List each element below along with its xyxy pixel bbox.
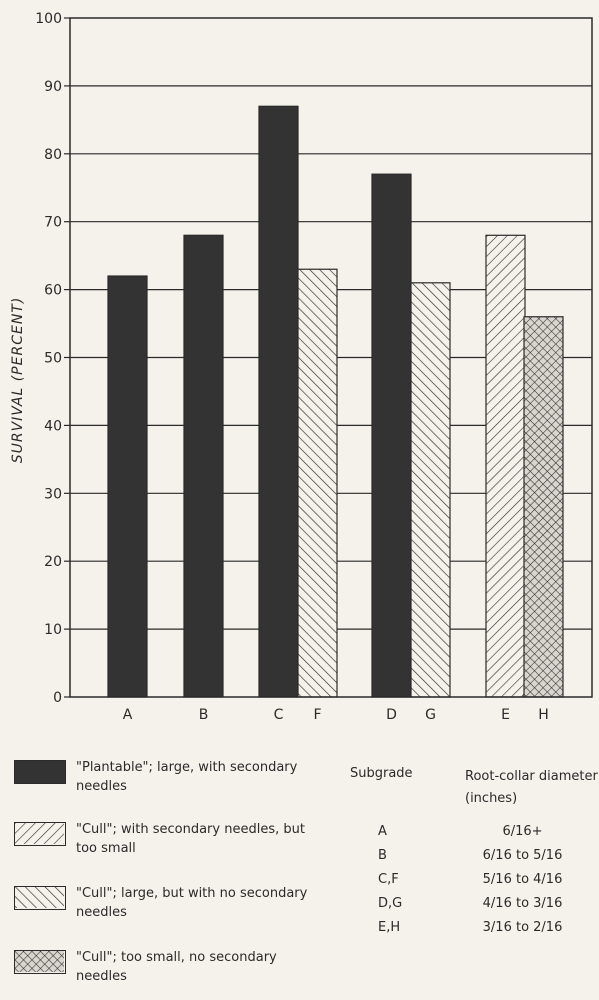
legend-label: "Cull"; with secondary needles, but too … xyxy=(76,822,305,856)
legend-item-cull-small: "Cull"; with secondary needles, but too … xyxy=(14,822,314,872)
legend-label: "Cull"; too small, no secondary needles xyxy=(76,950,277,984)
x-category-label: A xyxy=(123,707,133,723)
legend-item-cull-large: "Cull"; large, but with no secondary nee… xyxy=(14,886,314,936)
table-row-subgrade: B xyxy=(378,848,387,863)
bar-h xyxy=(523,316,564,698)
y-tick-label: 50 xyxy=(44,351,62,367)
bar-c xyxy=(258,105,299,698)
plot-frame xyxy=(69,17,593,698)
y-tick-label: 40 xyxy=(44,418,62,434)
survival-bar-chart: 0 10 20 30 40 50 60 70 80 90 100 A B C F D G E H SURVIVAL… xyxy=(10,11,593,723)
y-axis-ticks: 0 10 20 30 40 50 60 70 80 90 100 xyxy=(35,11,70,706)
table-row-diameter: 5/16 to 4/16 xyxy=(482,872,563,887)
legend-item-plantable: "Plantable"; large, with secondary needl… xyxy=(14,760,314,810)
legend-swatch-crosshatch xyxy=(14,950,66,974)
y-tick-label: 20 xyxy=(44,554,62,570)
table-row-subgrade: C,F xyxy=(378,872,399,887)
y-tick-label: 80 xyxy=(44,147,62,163)
x-category-label: H xyxy=(538,707,549,723)
table-row-diameter: 3/16 to 2/16 xyxy=(482,920,563,935)
y-tick-label: 0 xyxy=(53,690,62,706)
table-row-subgrade: A xyxy=(378,824,387,839)
y-tick-label: 10 xyxy=(44,622,62,638)
bar-f xyxy=(297,268,338,698)
bar-e xyxy=(485,234,526,698)
table-row-diameter: 4/16 to 3/16 xyxy=(482,896,563,911)
x-category-label: B xyxy=(199,707,209,723)
legend-swatch-diag-dense xyxy=(14,886,66,910)
y-tick-label: 90 xyxy=(44,79,62,95)
x-category-label: F xyxy=(313,707,321,723)
y-tick-label: 70 xyxy=(44,215,62,231)
bar-g xyxy=(410,282,451,698)
table-header-diameter: Root-collar diameter (inches) xyxy=(465,769,598,806)
y-tick-label: 60 xyxy=(44,283,62,299)
legend-item-cull-too-small: "Cull"; too small, no secondary needles xyxy=(14,950,314,1000)
bar-a xyxy=(107,275,148,698)
x-category-label: G xyxy=(425,707,436,723)
bars xyxy=(107,105,564,698)
x-category-label: E xyxy=(501,707,510,723)
bar-b xyxy=(183,234,224,698)
table-header-subgrade: Subgrade xyxy=(350,766,413,781)
table-row-subgrade: D,G xyxy=(378,896,403,911)
bar-d xyxy=(371,173,412,698)
legend-label: "Plantable"; large, with secondary needl… xyxy=(76,760,298,794)
y-tick-label: 100 xyxy=(35,11,62,27)
legend-swatch-solid xyxy=(14,760,66,784)
y-axis-title: SURVIVAL (PERCENT) xyxy=(10,297,26,464)
table-row-diameter: 6/16 to 5/16 xyxy=(482,848,563,863)
legend-swatch-diag-sparse xyxy=(14,822,66,846)
legend-label: "Cull"; large, but with no secondary nee… xyxy=(76,886,308,920)
x-category-label: C xyxy=(274,707,284,723)
table-row-subgrade: E,H xyxy=(378,920,401,935)
y-tick-label: 30 xyxy=(44,486,62,502)
table-row-diameter: 6/16+ xyxy=(502,824,543,839)
x-category-label: D xyxy=(386,707,397,723)
